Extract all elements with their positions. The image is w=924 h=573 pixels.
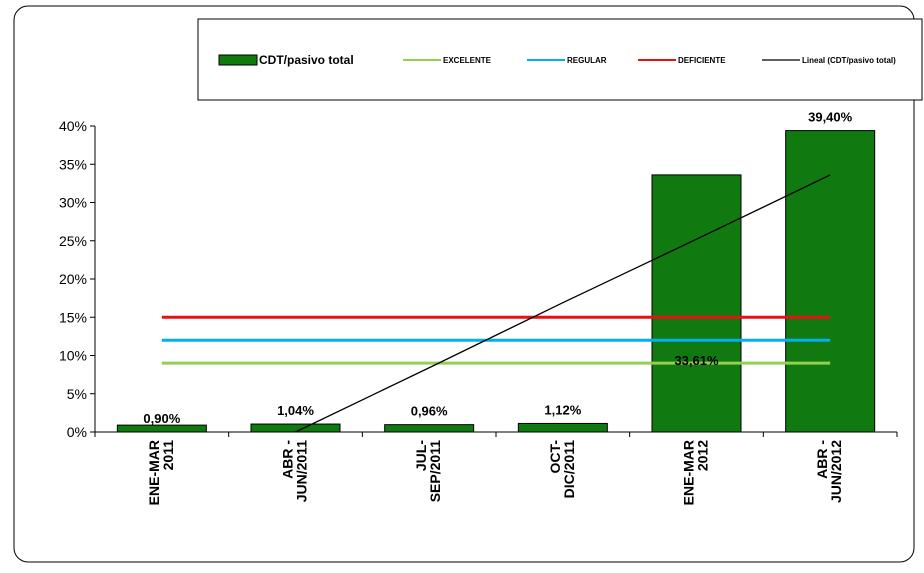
x-category-label: ABR -JUN/2012 [814,440,844,503]
y-tick-label: 30% [59,195,87,211]
y-tick-label: 25% [59,233,87,249]
data-label: 0,96% [411,404,448,419]
legend-item-regular: REGULAR [527,56,607,65]
reference-lines [161,315,831,365]
plot-area: 0% 5% 10% 15% 20% 25% 30% 35% 40% 0,90% 1,04% 0,96… [59,110,898,506]
legend-label-trendline: Lineal (CDT/pasivo total) [802,56,896,65]
legend-label-regular: REGULAR [567,56,607,65]
x-category-label-line: 2012 [695,440,711,471]
x-category-label-line: OCT- [547,440,563,474]
bar [785,130,876,433]
legend: CDT/pasivo total EXCELENTE REGULAR DEFIC… [197,18,923,101]
legend-item-trendline: Lineal (CDT/pasivo total) [762,56,896,65]
y-tick-label: 15% [59,309,87,325]
bar [651,174,742,433]
x-category-label-line: ENE-MAR [681,440,697,505]
bars [116,130,876,433]
bar [384,424,475,433]
trendline-path [295,174,831,433]
y-tick-label: 35% [59,156,87,172]
x-ticks [94,432,898,437]
legend-item-deficiente: DEFICIENTE [638,56,726,65]
trendline [295,174,831,433]
x-category-label: OCT-DIC/2011 [547,440,577,499]
data-labels: 0,90% 1,04% 0,96% 1,12% 33,61% 39,40% [143,110,852,427]
data-label: 33,61% [674,353,719,368]
legend-swatch-bar [218,54,258,66]
x-category-label-line: DIC/2011 [561,440,577,499]
y-tick-label: 40% [59,118,87,134]
bar [517,422,608,433]
data-label: 1,04% [277,403,314,418]
x-category-label-line: JUN/2011 [294,440,310,502]
data-label: 1,12% [544,402,581,417]
x-category-label-line: JUN/2012 [828,440,844,503]
legend-label-deficiente: DEFICIENTE [678,56,726,65]
x-category-label-line: ABR - [280,440,296,479]
legend-item-cdt: CDT/pasivo total [218,53,354,67]
y-tick-label: 20% [59,271,87,287]
x-category-label: ABR -JUN/2011 [280,440,310,503]
x-category-label-line: SEP/2011 [427,440,443,502]
y-tick-label: 5% [67,386,87,402]
x-category-label-line: JUL- [413,440,429,471]
x-category-label: JUL-SEP/2011 [413,440,443,503]
x-category-label-line: ENE-MAR [146,440,162,505]
data-label: 0,90% [143,411,180,426]
legend-label-excelente: EXCELENTE [443,56,492,65]
x-category-label-line: 2011 [160,440,176,471]
legend-label-cdt: CDT/pasivo total [259,53,354,67]
data-label: 39,40% [808,110,853,125]
y-tick-label: 10% [59,348,87,364]
legend-item-excelente: EXCELENTE [403,56,492,65]
y-tick-label: 0% [67,424,87,440]
bar [250,423,341,433]
x-category-label-line: ABR - [814,440,830,479]
bar [116,424,207,433]
y-ticks: 0% 5% 10% 15% 20% 25% 30% 35% 40% [59,118,95,440]
